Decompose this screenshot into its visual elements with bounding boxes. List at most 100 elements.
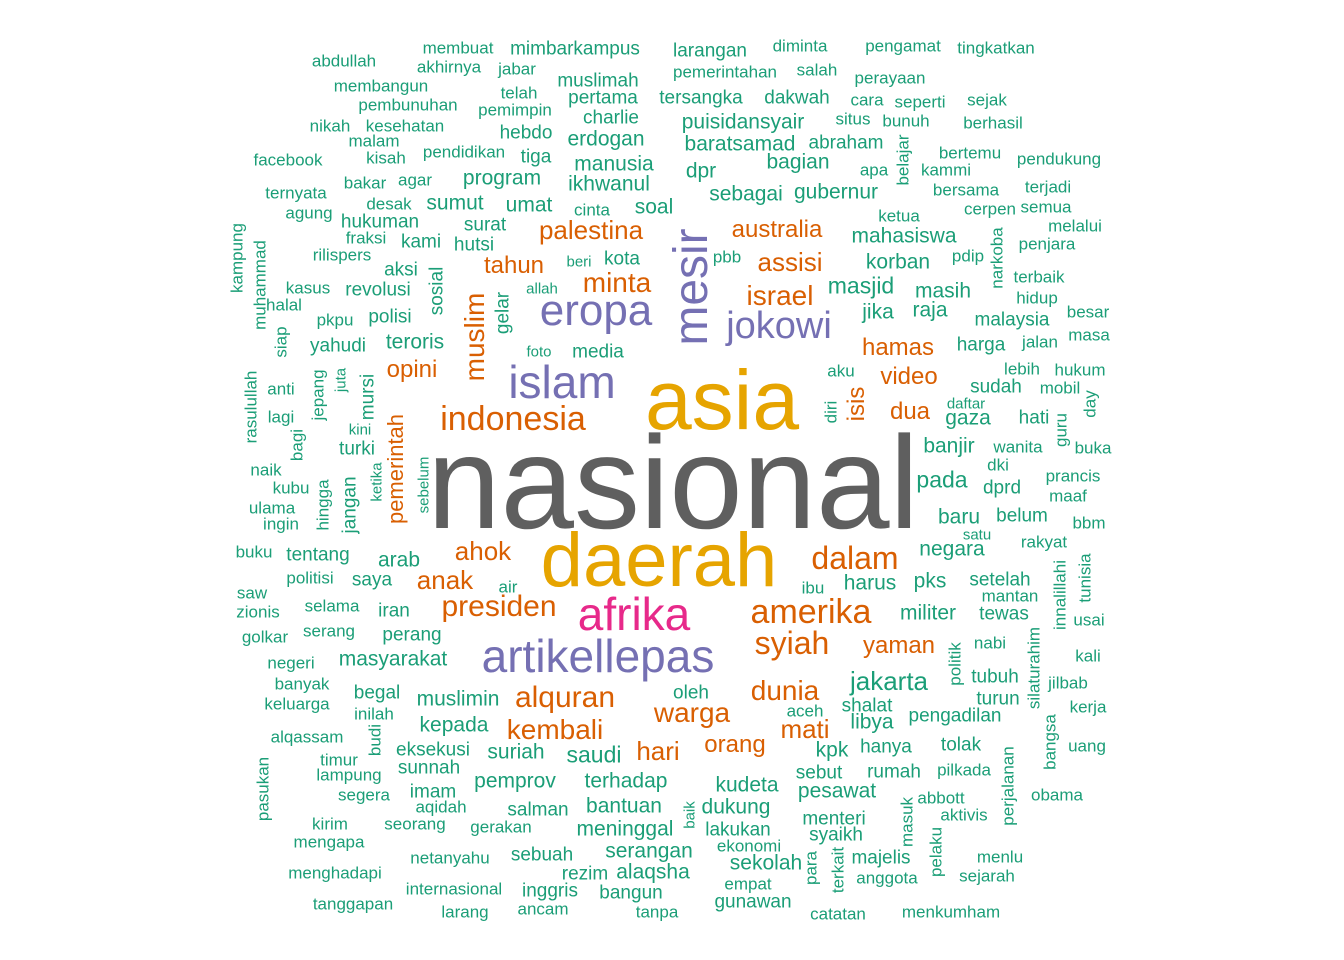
word-foto: foto	[526, 343, 552, 361]
word-jakarta: jakarta	[849, 666, 929, 696]
word-revolusi: revolusi	[345, 279, 411, 301]
word-abbott: abbott	[917, 788, 965, 808]
word-muslimin: muslimin	[416, 687, 500, 711]
word-sekolah: sekolah	[729, 851, 803, 875]
word-daerah: daerah	[540, 518, 778, 603]
word-buka: buka	[1074, 438, 1112, 458]
word-rilispers: rilispers	[312, 245, 372, 265]
word-ulama: ulama	[248, 498, 296, 518]
word-aktivis: aktivis	[940, 805, 988, 825]
word-anggota: anggota	[856, 868, 918, 888]
word-usai: usai	[1073, 610, 1105, 630]
word-hari: hari	[636, 736, 680, 766]
word-pks: pks	[913, 569, 947, 593]
word-telah: telah	[500, 83, 538, 103]
word-diri: diri	[821, 400, 841, 424]
word-rumah: rumah	[867, 761, 921, 783]
word-dua: dua	[889, 398, 931, 425]
word-pengamat: pengamat	[865, 36, 941, 56]
word-mursi: mursi	[357, 373, 379, 421]
word-golkar: golkar	[241, 627, 289, 647]
word-surat: surat	[463, 214, 507, 236]
word-eropa: eropa	[539, 286, 653, 335]
word-pasukan: pasukan	[253, 756, 273, 822]
word-muslim: muslim	[459, 292, 490, 382]
word-mahasiswa: mahasiswa	[851, 224, 957, 248]
word-hukuman: hukuman	[340, 211, 420, 233]
word-gelar: gelar	[492, 291, 514, 335]
word-yahudi: yahudi	[310, 335, 366, 357]
word-masyarakat: masyarakat	[338, 647, 448, 671]
word-salah: salah	[796, 60, 838, 80]
word-bakar: bakar	[343, 173, 387, 193]
word-hidup: hidup	[1016, 288, 1058, 308]
word-harus: harus	[843, 571, 897, 595]
word-baru: baru	[937, 505, 981, 529]
word-pendukung: pendukung	[1016, 149, 1102, 169]
word-melalui: melalui	[1048, 216, 1102, 236]
word-dprd: dprd	[982, 477, 1022, 499]
word-dukung: dukung	[701, 795, 771, 819]
word-aku: aku	[827, 361, 855, 381]
word-semua: semua	[1020, 197, 1072, 217]
word-begal: begal	[353, 682, 401, 704]
word-negeri: negeri	[267, 653, 315, 673]
word-budi: budi	[365, 723, 385, 757]
word-nabi: nabi	[973, 633, 1007, 653]
word-indonesia: indonesia	[440, 400, 586, 438]
word-hukum: hukum	[1054, 360, 1106, 380]
word-guru: guru	[1051, 412, 1071, 448]
word-cinta: cinta	[574, 200, 610, 220]
word-menteri: menteri	[802, 808, 866, 830]
word-masa: masa	[1068, 325, 1110, 345]
word-aksi: aksi	[384, 259, 418, 281]
word-seperti: seperti	[894, 92, 946, 112]
word-terbaik: terbaik	[1013, 267, 1065, 287]
word-gaza: gaza	[945, 406, 991, 430]
word-ibu: ibu	[801, 578, 825, 598]
word-terhadap: terhadap	[584, 769, 668, 793]
word-tanggapan: tanggapan	[312, 894, 394, 914]
word-facebook: facebook	[253, 150, 323, 170]
word-berhasil: berhasil	[963, 113, 1023, 133]
word-negara: negara	[919, 537, 985, 561]
word-saya: saya	[351, 569, 393, 591]
word-artikellepas: artikellepas	[481, 630, 715, 682]
word-nikah: nikah	[309, 116, 351, 136]
word-tingkatkan: tingkatkan	[957, 38, 1035, 58]
word-kammi: kammi	[920, 160, 972, 180]
word-larang: larang	[441, 902, 489, 922]
word-sumut: sumut	[426, 191, 484, 215]
word-pendidikan: pendidikan	[422, 142, 506, 162]
word-kisah: kisah	[366, 148, 406, 168]
word-silaturahim: silaturahim	[1024, 626, 1044, 710]
word-palestina: palestina	[538, 215, 644, 245]
word-gubernur: gubernur	[793, 180, 879, 204]
word-empat: empat	[724, 874, 772, 894]
word-allah: allah	[526, 280, 558, 298]
word-isis: isis	[843, 386, 870, 422]
word-internasional: internasional	[405, 879, 503, 899]
word-sebagai: sebagai	[709, 182, 783, 206]
word-media: media	[572, 341, 624, 363]
word-sebuah: sebuah	[510, 844, 574, 866]
word-narkoba: narkoba	[987, 227, 1007, 289]
word-sebut: sebut	[795, 762, 843, 784]
word-wanita: wanita	[993, 437, 1043, 457]
word-sosial: sosial	[426, 266, 448, 316]
word-rasulullah: rasulullah	[241, 370, 261, 444]
word-tahun: tahun	[483, 252, 545, 279]
word-alquran: alquran	[514, 681, 616, 714]
word-hingga: hingga	[313, 479, 333, 531]
word-ahok: ahok	[454, 536, 512, 566]
word-kampung: kampung	[227, 223, 247, 293]
word-dpr: dpr	[685, 159, 717, 183]
word-kubu: kubu	[272, 478, 310, 498]
word-sejarah: sejarah	[959, 866, 1015, 886]
word-kudeta: kudeta	[715, 773, 779, 797]
word-pesawat: pesawat	[797, 779, 877, 803]
word-jokowi: jokowi	[726, 305, 832, 347]
word-membuat: membuat	[422, 38, 494, 58]
word-jabar: jabar	[498, 59, 536, 79]
